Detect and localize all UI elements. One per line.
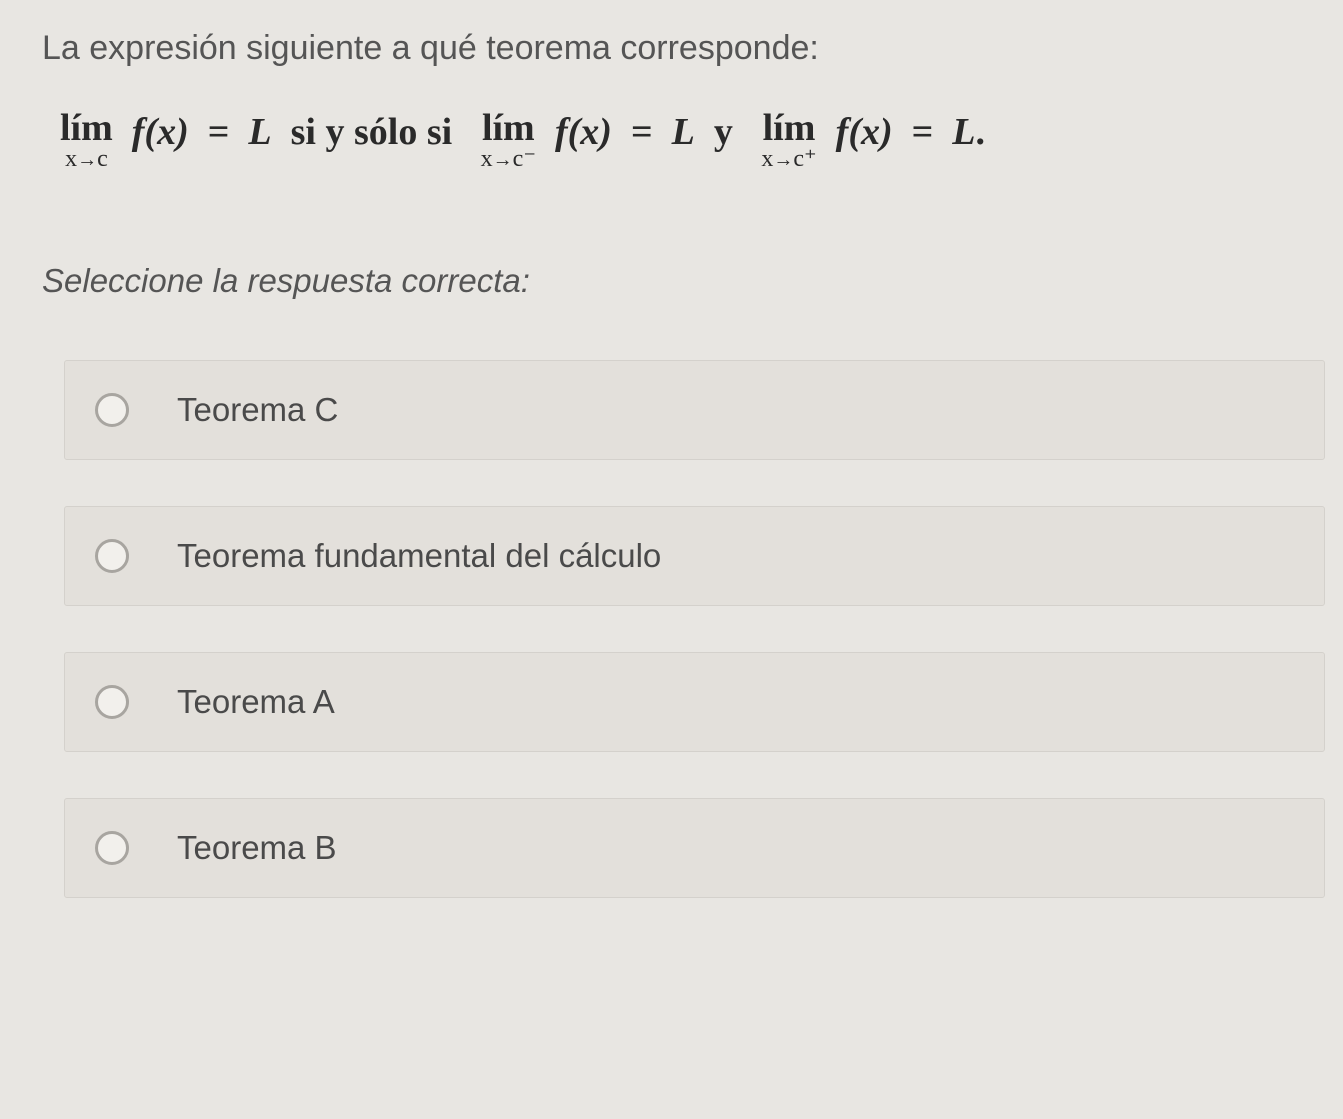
option-teorema-fundamental[interactable]: Teorema fundamental del cálculo	[64, 506, 1325, 606]
radio-icon[interactable]	[95, 831, 129, 865]
radio-icon[interactable]	[95, 685, 129, 719]
limit-two-sided: lím x→c	[60, 108, 113, 172]
radio-icon[interactable]	[95, 393, 129, 427]
question-prompt: La expresión siguiente a qué teorema cor…	[42, 26, 1325, 70]
option-teorema-c[interactable]: Teorema C	[64, 360, 1325, 460]
limit-right: lím x→c⁺	[761, 108, 816, 172]
instruction-text: Seleccione la respuesta correcta:	[42, 262, 1325, 300]
math-expression: lím x→c f(x) = L si y sólo si lím x→c⁻ f…	[60, 108, 1325, 172]
limit-left: lím x→c⁻	[481, 108, 536, 172]
option-label: Teorema fundamental del cálculo	[177, 537, 661, 575]
option-label: Teorema B	[177, 829, 337, 867]
option-teorema-b[interactable]: Teorema B	[64, 798, 1325, 898]
option-teorema-a[interactable]: Teorema A	[64, 652, 1325, 752]
radio-icon[interactable]	[95, 539, 129, 573]
option-label: Teorema A	[177, 683, 335, 721]
option-label: Teorema C	[177, 391, 338, 429]
options-container: Teorema C Teorema fundamental del cálcul…	[42, 360, 1325, 898]
